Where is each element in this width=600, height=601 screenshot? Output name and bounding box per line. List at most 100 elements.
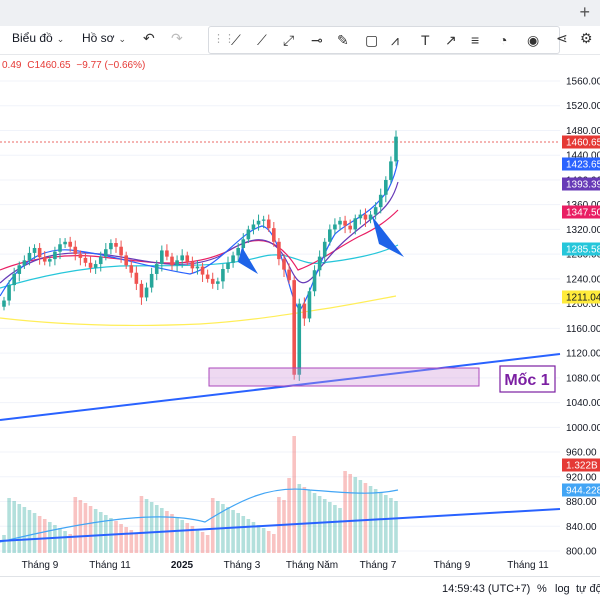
candle-body bbox=[98, 256, 103, 265]
volume-bar bbox=[282, 500, 286, 553]
price-tick-label: 1560.00 bbox=[566, 77, 600, 88]
price-tick-label: 1480.00 bbox=[566, 126, 600, 137]
candle-body bbox=[292, 280, 296, 375]
volume-bar bbox=[93, 509, 98, 553]
candle-body bbox=[104, 249, 108, 257]
volume-bar bbox=[216, 501, 220, 553]
new-tab-icon[interactable]: + bbox=[579, 2, 590, 22]
candle-body bbox=[27, 252, 32, 261]
candle-body bbox=[83, 257, 88, 263]
volume-bar bbox=[160, 508, 164, 553]
volume-bar bbox=[343, 471, 347, 553]
volume-bar bbox=[261, 528, 266, 553]
volume-bar bbox=[241, 516, 246, 553]
arrow-icon[interactable]: ↗ bbox=[445, 32, 457, 48]
candle-body bbox=[144, 287, 149, 298]
price-label-badge bbox=[562, 483, 600, 497]
arrow-marker-icon[interactable] bbox=[372, 216, 404, 257]
time-tick-label: Tháng 3 bbox=[224, 560, 261, 571]
text-icon[interactable]: T bbox=[421, 32, 430, 48]
drag-handle-icon[interactable]: ⋮⋮ bbox=[213, 33, 235, 45]
chart-menu-button[interactable]: Biểu đồ ⌄ bbox=[12, 31, 64, 45]
candle-body bbox=[149, 273, 154, 288]
candle-body bbox=[343, 220, 347, 226]
candle-body bbox=[272, 228, 276, 242]
bottom-bar: 14:59:43 (UTC+7) % log tự độ bbox=[0, 576, 600, 601]
volume-bar bbox=[83, 503, 88, 553]
volume-bar bbox=[139, 496, 144, 553]
candle-body bbox=[221, 269, 225, 282]
extended-line-icon[interactable]: ⤢ bbox=[283, 32, 295, 48]
callout-label[interactable]: Mốc 1 bbox=[499, 365, 556, 393]
support-zone-rectangle[interactable] bbox=[208, 367, 480, 387]
candle-body bbox=[277, 241, 281, 260]
volume-bar bbox=[190, 526, 195, 553]
volume-bar bbox=[256, 525, 261, 553]
volume-bar bbox=[200, 532, 205, 553]
volume-bar bbox=[175, 517, 179, 553]
price-label-text: 1285.58 bbox=[566, 245, 600, 256]
volume-trend-line[interactable] bbox=[0, 508, 561, 542]
rectangle-icon[interactable]: ▢ bbox=[365, 32, 379, 48]
volume-bar bbox=[78, 500, 83, 553]
volume-bar bbox=[251, 522, 256, 553]
path-icon[interactable]: ⩘ bbox=[391, 32, 399, 48]
volume-bar bbox=[353, 477, 358, 553]
redo-icon[interactable]: ↷ bbox=[171, 30, 183, 46]
horizontal-line-icon[interactable]: ⊸ bbox=[311, 32, 323, 48]
volume-bar bbox=[53, 525, 57, 553]
candle-body bbox=[195, 266, 200, 269]
candle-body bbox=[394, 136, 398, 162]
undo-icon[interactable]: ↶ bbox=[143, 30, 155, 46]
time-tick-label: 2025 bbox=[171, 560, 194, 571]
candle-body bbox=[226, 262, 230, 269]
volume-bar bbox=[119, 524, 123, 553]
volume-bar bbox=[302, 487, 307, 553]
price-label-badge bbox=[562, 458, 600, 472]
candle-body bbox=[302, 303, 307, 319]
price-tick-label: 1520.00 bbox=[566, 101, 600, 112]
fib-icon[interactable]: ≡ bbox=[471, 32, 480, 48]
ray-icon[interactable]: ⟋ bbox=[257, 32, 267, 48]
candle-body bbox=[322, 241, 327, 257]
volume-bar bbox=[2, 535, 6, 553]
volume-bar bbox=[12, 501, 16, 553]
price-label-text: 1211.04 bbox=[566, 293, 600, 304]
settings-icon[interactable]: ⚙ bbox=[580, 30, 593, 46]
candle-body bbox=[78, 254, 83, 258]
candle-body bbox=[266, 219, 271, 229]
volume-bar bbox=[363, 483, 368, 553]
candle-body bbox=[389, 161, 393, 180]
candle-body bbox=[363, 214, 368, 220]
volume-bar bbox=[333, 505, 337, 553]
volume-bar bbox=[389, 498, 393, 553]
candle-body bbox=[261, 219, 266, 221]
volume-bar bbox=[307, 490, 312, 553]
profile-menu-button[interactable]: Hồ sơ ⌄ bbox=[82, 31, 126, 45]
candle-body bbox=[63, 241, 67, 245]
auto-toggle[interactable]: tự độ bbox=[576, 583, 600, 595]
candle-body bbox=[154, 264, 159, 274]
brush-icon[interactable]: ✎ bbox=[337, 32, 349, 48]
price-label-badge bbox=[562, 290, 600, 304]
log-toggle[interactable]: log bbox=[555, 583, 570, 595]
share-icon[interactable]: ⋖ bbox=[556, 30, 568, 46]
candle-body bbox=[317, 256, 322, 271]
eye-icon[interactable]: ◉ bbox=[527, 32, 540, 48]
percent-toggle[interactable]: % bbox=[537, 583, 547, 595]
volume-bar bbox=[180, 520, 184, 553]
arrow-marker-icon[interactable] bbox=[238, 247, 258, 274]
price-tick-label: 1040.00 bbox=[566, 398, 600, 409]
support-trend-line[interactable] bbox=[0, 353, 561, 421]
arc-icon[interactable]: ◔ bbox=[499, 32, 508, 48]
candle-body bbox=[88, 262, 93, 268]
price-label-badge bbox=[562, 157, 600, 171]
time-tick-label: Tháng 9 bbox=[22, 560, 59, 571]
volume-bar bbox=[73, 497, 78, 553]
trend-line-icon[interactable]: ⟋ bbox=[231, 32, 241, 48]
chevron-down-icon: ⌄ bbox=[56, 34, 65, 44]
price-label-text: 944.228 bbox=[566, 486, 600, 497]
chart-menu-label: Biểu đồ bbox=[12, 31, 53, 45]
volume-bar bbox=[394, 501, 398, 553]
